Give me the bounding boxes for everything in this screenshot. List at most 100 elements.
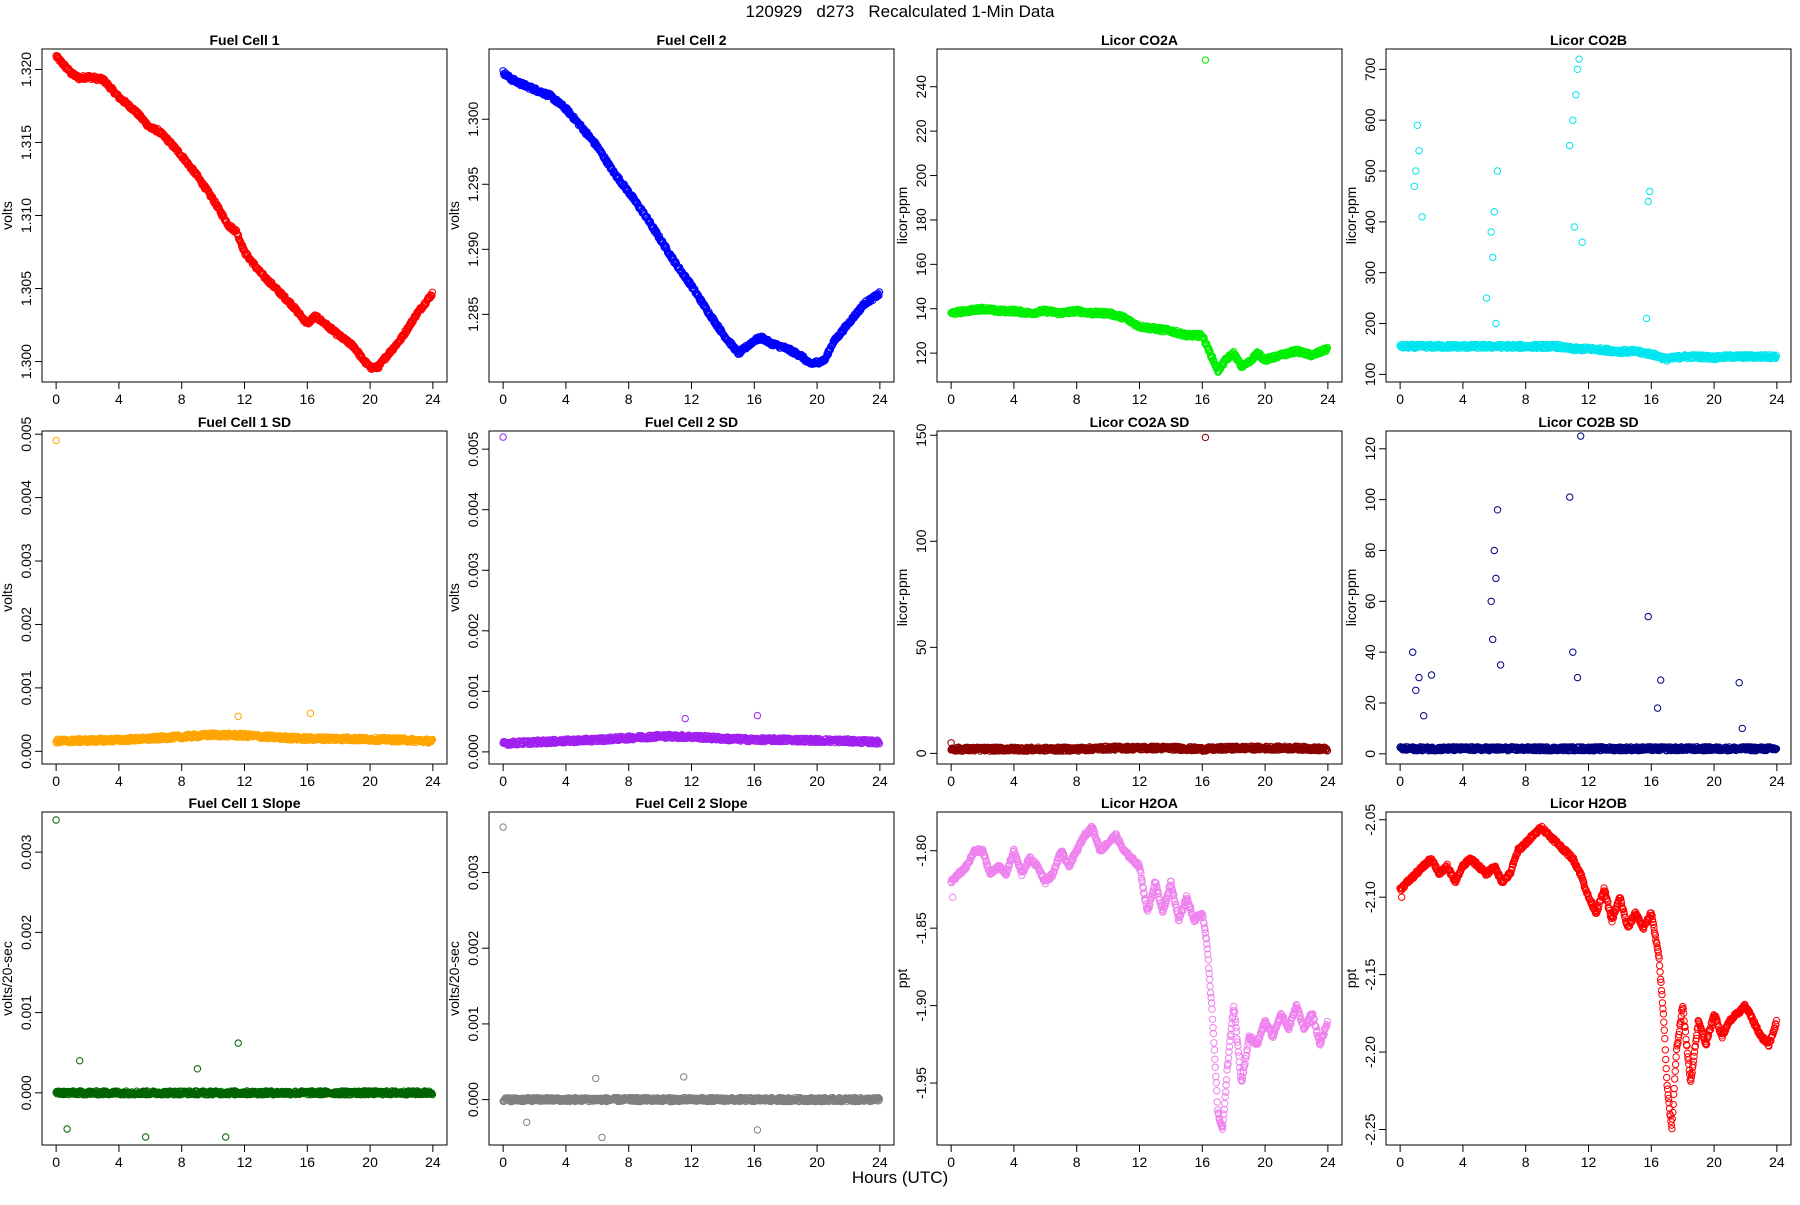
x-tick-label: 16 [300, 773, 316, 789]
outlier-point [1416, 148, 1422, 154]
y-tick-label: 0.002 [18, 607, 34, 642]
y-tick-label: 200 [913, 164, 929, 188]
outlier-point [1574, 66, 1580, 72]
outlier-point [1411, 183, 1417, 189]
x-tick-label: 8 [178, 391, 186, 407]
y-tick-label: 140 [913, 297, 929, 321]
x-tick-label: 16 [1644, 391, 1660, 407]
series-points [53, 53, 436, 373]
series-points [948, 304, 1331, 375]
y-tick-label: 220 [913, 119, 929, 143]
y-tick-label: 200 [1362, 312, 1378, 336]
y-axis-label: volts [0, 583, 15, 612]
y-tick-label: 300 [1362, 261, 1378, 285]
panel-title: Fuel Cell 2 SD [645, 414, 738, 430]
x-tick-label: 24 [872, 391, 888, 407]
outlier-point [1643, 315, 1649, 321]
x-tick-label: 4 [1459, 391, 1467, 407]
x-tick-label: 8 [625, 773, 633, 789]
outlier-point [1490, 254, 1496, 260]
panel-title: Fuel Cell 2 [656, 32, 726, 48]
x-tick-label: 8 [178, 773, 186, 789]
y-tick-label: 700 [1362, 57, 1378, 81]
outlier-point [1573, 92, 1579, 98]
x-tick-label: 0 [52, 391, 60, 407]
x-tick-label: 8 [1073, 391, 1081, 407]
y-tick-label: 400 [1362, 210, 1378, 234]
x-tick-label: 12 [684, 773, 700, 789]
y-tick-label: 1.295 [465, 167, 481, 202]
x-tick-label: 24 [425, 773, 441, 789]
outlier-point [1645, 198, 1651, 204]
y-tick-label: 0.003 [18, 543, 34, 578]
x-tick-label: 20 [809, 391, 825, 407]
series-points [500, 68, 883, 368]
x-tick-label: 4 [115, 773, 123, 789]
plot-frame [42, 49, 447, 382]
y-tick-label: 0.000 [465, 734, 481, 769]
x-tick-label: 20 [1706, 391, 1722, 407]
y-axis-label: volts [0, 201, 15, 230]
panel-title: Licor CO2A [1101, 32, 1178, 48]
y-tick-label: 0.001 [18, 670, 34, 705]
outlier-point [1413, 168, 1419, 174]
y-tick-label: 0.005 [465, 431, 481, 466]
y-tick-label: 120 [913, 341, 929, 365]
y-tick-label: 160 [913, 252, 929, 276]
outlier-point [1419, 214, 1425, 220]
y-tick-label: 0.004 [18, 480, 34, 515]
outlier-point [235, 713, 241, 719]
outlier-point [1494, 168, 1500, 174]
x-tick-label: 24 [425, 391, 441, 407]
plot-frame [937, 49, 1342, 382]
x-tick-label: 4 [562, 391, 570, 407]
y-axis-label: licor-ppm [1343, 187, 1359, 245]
outlier-point [1567, 142, 1573, 148]
x-tick-label: 0 [52, 773, 60, 789]
x-tick-label: 20 [1257, 391, 1273, 407]
outlier-point [1570, 117, 1576, 123]
y-tick-label: 500 [1362, 159, 1378, 183]
outlier-point [53, 437, 59, 443]
outlier-point [1647, 188, 1653, 194]
x-tick-label: 0 [499, 773, 507, 789]
y-tick-label: 600 [1362, 108, 1378, 132]
y-tick-label: 240 [913, 75, 929, 99]
y-tick-label: 1.300 [18, 344, 34, 379]
x-tick-label: 16 [747, 773, 763, 789]
y-tick-label: 180 [913, 208, 929, 232]
x-tick-label: 12 [684, 391, 700, 407]
y-tick-label: 1.320 [18, 52, 34, 87]
series-points [500, 731, 883, 748]
x-tick-label: 20 [362, 391, 378, 407]
y-tick-label: 0.000 [18, 734, 34, 769]
outlier-point [1488, 229, 1494, 235]
x-tick-label: 24 [1320, 391, 1336, 407]
series-points [1397, 341, 1780, 364]
x-tick-label: 12 [1581, 391, 1597, 407]
y-tick-label: 0.002 [465, 613, 481, 648]
x-tick-label: 12 [1132, 391, 1148, 407]
x-tick-label: 12 [237, 391, 253, 407]
y-tick-label: 0.001 [465, 674, 481, 709]
outlier-point [1493, 320, 1499, 326]
x-tick-label: 8 [625, 391, 633, 407]
series-points [53, 730, 436, 746]
outlier-point [1579, 239, 1585, 245]
outlier-point [1491, 209, 1497, 215]
x-tick-label: 16 [1195, 391, 1211, 407]
outlier-point [1414, 122, 1420, 128]
panel-title: Fuel Cell 1 [209, 32, 279, 48]
x-tick-label: 8 [1522, 391, 1530, 407]
plot-frame [489, 431, 894, 764]
x-tick-label: 4 [115, 391, 123, 407]
y-axis-label: volts [446, 201, 462, 230]
outlier-point [1202, 57, 1208, 63]
y-tick-label: 1.290 [465, 232, 481, 267]
y-tick-label: 0.003 [465, 553, 481, 588]
